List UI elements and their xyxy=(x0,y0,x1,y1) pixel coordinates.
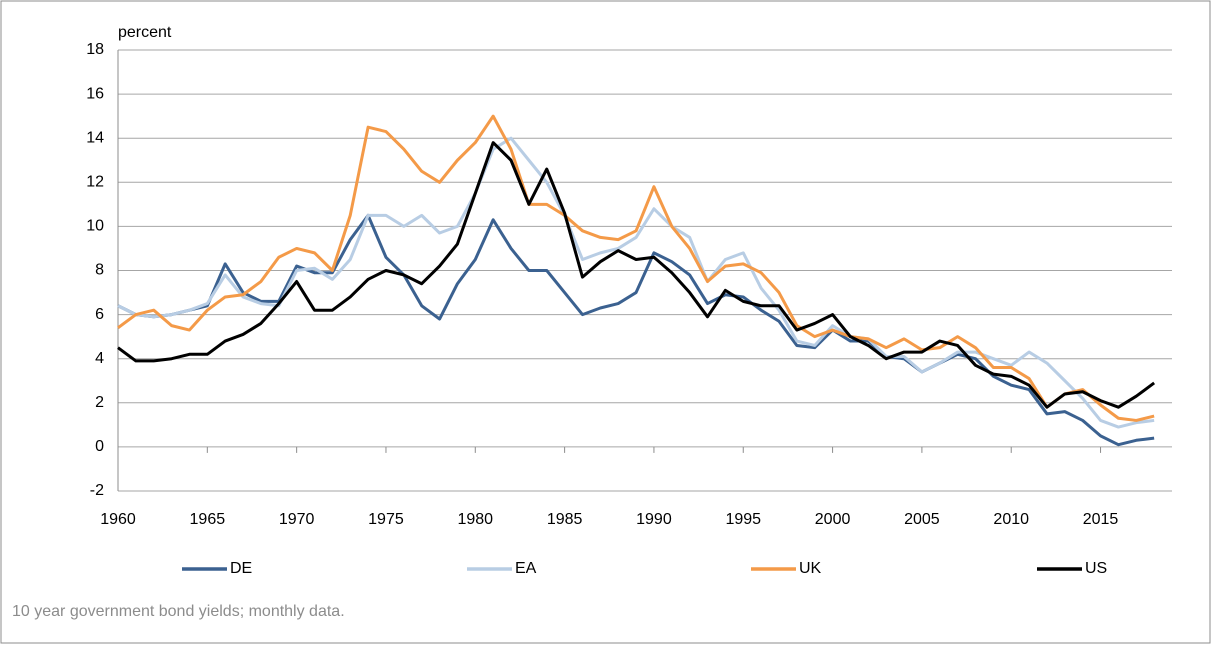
y-tick-label: 2 xyxy=(95,394,104,411)
y-tick-label: 10 xyxy=(86,218,104,235)
y-tick-label: 18 xyxy=(86,41,104,58)
x-tick-label: 1995 xyxy=(725,511,761,528)
x-tick-label: 1980 xyxy=(457,511,493,528)
x-tick-label: 2000 xyxy=(815,511,851,528)
legend-label: EA xyxy=(515,560,537,577)
legend-label: UK xyxy=(799,560,822,577)
x-tick-label: 1975 xyxy=(368,511,404,528)
y-axis-label: percent xyxy=(118,24,172,41)
x-tick-label: 1970 xyxy=(279,511,315,528)
y-tick-label: 0 xyxy=(95,438,104,455)
y-tick-label: 12 xyxy=(86,174,104,191)
y-tick-label: 8 xyxy=(95,262,104,279)
y-tick-label: -2 xyxy=(90,482,104,499)
x-tick-label: 1985 xyxy=(547,511,583,528)
series-line xyxy=(117,213,1155,447)
x-tick-label: 2005 xyxy=(904,511,940,528)
y-tick-label: 14 xyxy=(86,129,104,146)
x-tick-label: 1965 xyxy=(190,511,226,528)
legend-label: DE xyxy=(230,560,252,577)
series-line xyxy=(117,141,1156,409)
legend-label: US xyxy=(1085,560,1107,577)
x-tick-label: 1960 xyxy=(100,511,136,528)
x-tick-label: 1990 xyxy=(636,511,672,528)
note: 10 year government bond yields; monthly … xyxy=(12,603,345,620)
y-tick-label: 4 xyxy=(95,350,104,367)
x-tick-label: 2010 xyxy=(993,511,1029,528)
series-line xyxy=(117,114,1155,422)
y-tick-label: 16 xyxy=(86,85,104,102)
y-tick-label: 6 xyxy=(95,306,104,323)
x-tick-label: 2015 xyxy=(1083,511,1119,528)
